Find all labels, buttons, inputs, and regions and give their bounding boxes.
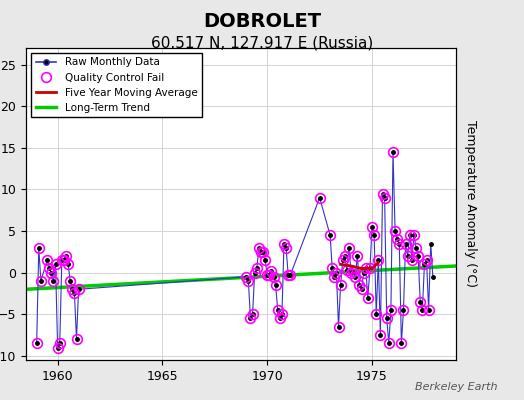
Text: 60.517 N, 127.917 E (Russia): 60.517 N, 127.917 E (Russia) [151,36,373,51]
Legend: Raw Monthly Data, Quality Control Fail, Five Year Moving Average, Long-Term Tren: Raw Monthly Data, Quality Control Fail, … [31,53,202,117]
Text: Berkeley Earth: Berkeley Earth [416,382,498,392]
Y-axis label: Temperature Anomaly (°C): Temperature Anomaly (°C) [464,120,477,288]
Text: DOBROLET: DOBROLET [203,12,321,31]
